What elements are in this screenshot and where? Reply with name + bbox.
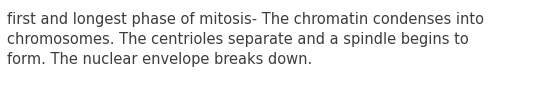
Text: first and longest phase of mitosis- The chromatin condenses into: first and longest phase of mitosis- The …	[7, 12, 484, 27]
Text: chromosomes. The centrioles separate and a spindle begins to: chromosomes. The centrioles separate and…	[7, 32, 469, 47]
Text: form. The nuclear envelope breaks down.: form. The nuclear envelope breaks down.	[7, 52, 312, 67]
